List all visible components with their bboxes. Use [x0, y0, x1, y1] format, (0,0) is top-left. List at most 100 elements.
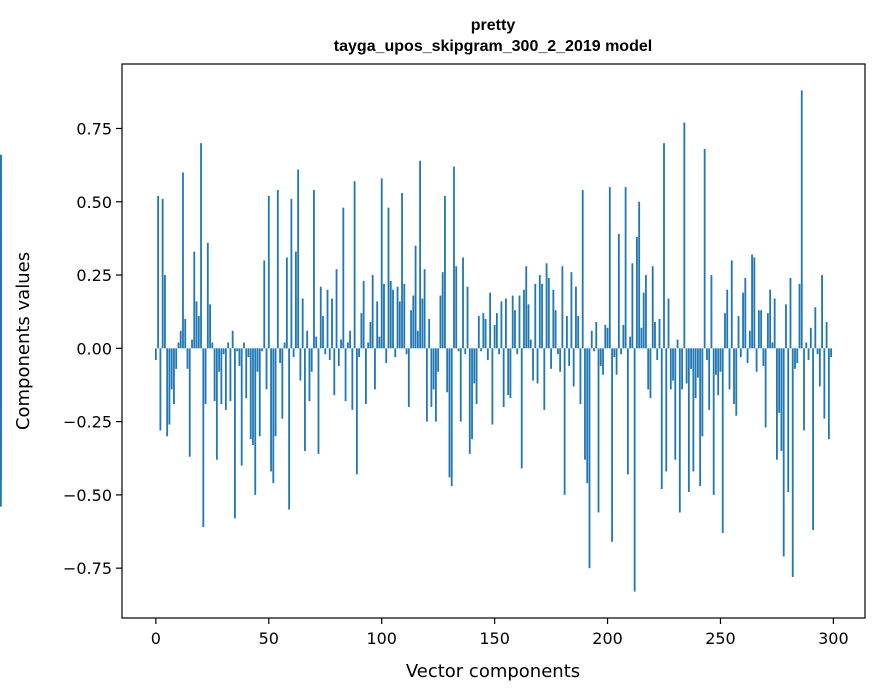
bar-63	[297, 169, 300, 349]
bar-undefined	[0, 154, 2, 349]
x-tick-label: 0	[151, 629, 161, 648]
bar-241	[699, 348, 702, 487]
bar-4	[164, 275, 166, 349]
bar-248	[715, 348, 717, 375]
x-tick-label: 200	[592, 629, 623, 648]
bar-76	[326, 289, 329, 349]
plot-frame	[121, 63, 866, 619]
bar-78	[331, 298, 333, 349]
bar-144	[480, 348, 482, 352]
bar-122	[430, 348, 433, 407]
bar-38	[240, 348, 243, 466]
x-tick-label: 300	[818, 629, 849, 648]
bar-120	[425, 348, 428, 422]
bar-126	[439, 295, 442, 349]
bar-109	[401, 192, 403, 349]
bar-267	[757, 310, 760, 349]
bar-106	[394, 348, 397, 358]
bar-19	[197, 316, 200, 349]
bar-256	[733, 348, 735, 405]
bar-59	[288, 348, 291, 510]
bar-107	[396, 286, 399, 349]
bar-35	[234, 348, 236, 519]
bar-154	[502, 348, 505, 407]
bar-184	[570, 272, 573, 349]
bar-25	[211, 342, 214, 349]
bar-289	[807, 348, 810, 361]
bar-14	[186, 348, 189, 369]
bar-254	[728, 348, 731, 390]
bar-114	[412, 295, 415, 349]
bar-197	[599, 348, 602, 366]
bar-215	[640, 327, 643, 349]
bar-84	[344, 348, 347, 402]
bar-140	[471, 348, 473, 440]
bar-188	[579, 348, 582, 405]
bar-124	[435, 348, 437, 422]
bar-18	[195, 301, 198, 349]
bar-136	[462, 257, 464, 349]
bar-45	[256, 348, 259, 372]
bar-273	[771, 342, 774, 349]
y-tick-label: 0.00	[76, 339, 112, 358]
bar-54	[276, 190, 279, 349]
bar-36	[236, 348, 239, 352]
bar-245	[708, 348, 711, 410]
bar-274	[773, 298, 776, 349]
bar-155	[505, 298, 507, 349]
bar-281	[789, 277, 792, 349]
bar-49	[265, 348, 268, 390]
bar-16	[191, 339, 193, 349]
bar-82	[340, 339, 342, 349]
bar-102	[385, 348, 388, 363]
bar-194	[593, 348, 595, 352]
bar-288	[805, 342, 808, 349]
bar-129	[446, 348, 449, 393]
bar-279	[785, 304, 787, 349]
bar-118	[421, 298, 424, 349]
bar-227	[667, 298, 670, 349]
bar-234	[683, 122, 686, 349]
bar-238	[692, 348, 695, 472]
bar-208	[624, 187, 627, 349]
x-tick-label: 150	[479, 629, 510, 648]
bar-108	[398, 301, 401, 349]
y-tick-label: 0.50	[76, 193, 112, 212]
bar-91	[360, 313, 363, 349]
bar-185	[572, 348, 575, 387]
bar-96	[371, 275, 374, 349]
bar-299	[830, 348, 833, 358]
bar-211	[631, 263, 634, 349]
bar-131	[450, 348, 453, 487]
bar-92	[362, 280, 365, 349]
bar-202	[611, 348, 613, 542]
bar-88	[353, 181, 356, 349]
bar-68	[308, 348, 311, 402]
bar-253	[726, 289, 729, 349]
bar-146	[484, 319, 487, 349]
bar-249	[717, 348, 720, 396]
bar-15	[188, 348, 191, 457]
bar-268	[760, 310, 763, 349]
bar-24	[209, 304, 211, 349]
bar-89	[355, 348, 358, 475]
bar-69	[310, 348, 313, 372]
bar-110	[403, 283, 406, 349]
bar-3	[161, 198, 164, 349]
bar-62	[294, 251, 297, 349]
bar-240	[696, 348, 699, 378]
bar-99	[378, 336, 381, 349]
bar-246	[710, 275, 713, 349]
bar-23	[206, 242, 209, 349]
bar-104	[389, 280, 392, 349]
bar-230	[674, 348, 677, 460]
bar-294	[818, 348, 821, 387]
bar-295	[821, 275, 823, 349]
bar-86	[349, 330, 351, 349]
bar-199	[604, 324, 607, 349]
bar-293	[816, 348, 819, 355]
bar-237	[690, 348, 693, 369]
bar-214	[638, 201, 641, 349]
bar-2	[159, 348, 162, 431]
bar-111	[405, 348, 408, 355]
